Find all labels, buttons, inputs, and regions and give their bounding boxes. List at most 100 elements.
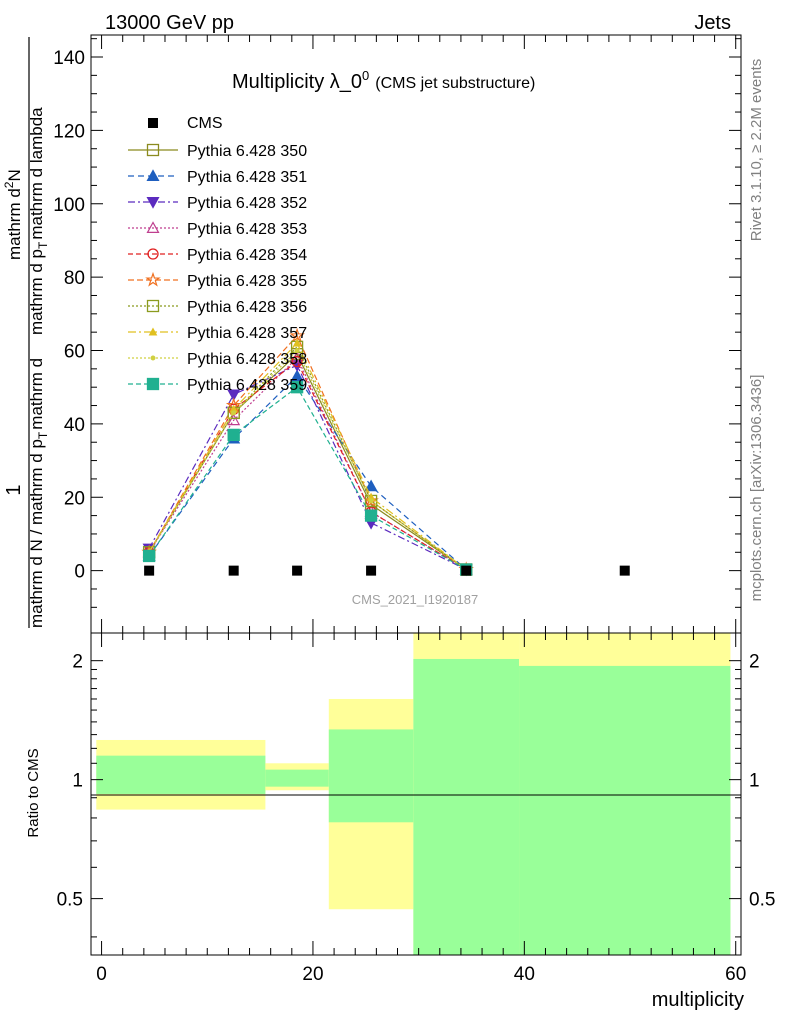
ratio-tick-label-right-2: 2 [749, 652, 760, 673]
cms-point-5 [619, 565, 630, 576]
cms-point-0 [144, 565, 155, 576]
legend-label-8: Pythia 6.428 358 [187, 351, 307, 368]
series-8-point-2 [294, 348, 300, 354]
legend-marker-4 [147, 248, 159, 260]
legend-label-9: Pythia 6.428 359 [187, 377, 307, 394]
legend-marker-9-shape [146, 377, 160, 391]
series-1-point-3 [364, 479, 378, 492]
series-9-point-3 [364, 509, 378, 522]
y-tick-label-4: 80 [64, 268, 85, 289]
ylabel-denominator-top: mathrm d N / mathrm d pTmathrm d [27, 358, 50, 628]
legend-marker-0 [146, 143, 160, 157]
ratio-ylabel: Ratio to CMS [25, 748, 42, 837]
ratio-panel: 0.5 0.5 1 1 2 2 Ratio to CMS 0 20 40 60 multipli… [25, 632, 775, 1011]
series-9-point-0-shape [142, 549, 156, 563]
series-7-point-2-shape [292, 338, 302, 347]
ylabel-den-top-tail: mathrm d [27, 358, 46, 430]
legend-cms-marker [148, 118, 158, 128]
series-3-point-1-shape [227, 413, 241, 426]
x-tick-label-2: 40 [514, 964, 535, 985]
series-7-point-2 [292, 338, 302, 347]
cms-point-3 [366, 565, 377, 576]
ratio-tick-label-left-0: 0.5 [57, 890, 83, 911]
y-tick-label-1: 20 [64, 488, 85, 509]
ratio-tick-label-left-2: 2 [72, 652, 83, 673]
legend-cms-label: CMS [187, 115, 223, 132]
legend-marker-3 [146, 221, 160, 233]
series-line-2 [148, 364, 467, 571]
legend-marker-0-shape [146, 143, 160, 157]
rivet-label: Rivet 3.1.10, ≥ 2.2M events [748, 59, 765, 242]
ratio-tick-label-right-1: 1 [749, 771, 760, 792]
legend-marker-5 [145, 271, 161, 287]
series-9-point-0 [142, 549, 156, 563]
ylabel-one: 1 [3, 484, 25, 495]
series-5-point-2 [289, 327, 305, 343]
legend-marker-7-shape [148, 327, 158, 336]
legend-marker-5-shape [145, 271, 161, 287]
legend-label-1: Pythia 6.428 351 [187, 169, 307, 186]
ylabel-num-sup: 2 [2, 181, 16, 188]
chart-title-sup: 0 [362, 68, 369, 83]
legend-marker-1 [146, 169, 160, 181]
y-tick-label-2: 40 [64, 415, 85, 436]
ratio-inner-band-3 [413, 658, 520, 955]
legend-marker-2-shape [146, 197, 160, 209]
legend-label-0: Pythia 6.428 350 [187, 143, 307, 160]
series-8-point-2-shape [294, 348, 300, 354]
ratio-inner-band-0 [96, 755, 266, 794]
ylabel-den-top-sub: T [36, 431, 50, 439]
series-1-point-2 [290, 369, 304, 382]
series-9-point-3-shape [364, 509, 378, 522]
series-1-point-2-shape [290, 369, 304, 382]
series-9-point-2-shape [290, 381, 304, 394]
ylabel-denominator: mathrm d pTmathrm d lambda [27, 107, 50, 335]
ylabel-den-top-main: mathrm d N / mathrm d p [27, 439, 46, 628]
ylabel-num-main: mathrm d [5, 188, 24, 260]
chart-title: Multiplicity λ_00 (CMS jet substructure) [232, 68, 535, 93]
legend-marker-6 [146, 299, 160, 313]
x-tick-label-1: 20 [302, 964, 323, 985]
legend-label-4: Pythia 6.428 354 [187, 247, 307, 264]
legend-marker-9 [146, 377, 160, 391]
series-9-point-1 [227, 428, 240, 442]
legend-marker-6-shape [146, 299, 160, 313]
ratio-inner-band-1 [265, 769, 329, 787]
ratio-inner-band-2 [328, 729, 414, 823]
ratio-axis-ticks: 0.5 0.5 1 1 2 2 [57, 652, 775, 938]
series-8-point-1 [231, 410, 237, 416]
chart-title-main: Multiplicity λ_0 [232, 71, 362, 93]
legend-label-5: Pythia 6.428 355 [187, 273, 307, 290]
legend-label-7: Pythia 6.428 357 [187, 325, 307, 342]
series-3-point-1 [227, 413, 241, 426]
ratio-bands-layer [96, 633, 731, 955]
ratio-tick-label-left-1: 1 [72, 771, 83, 792]
series-line-5 [148, 334, 467, 570]
x-tick-label-0: 0 [96, 964, 107, 985]
y-tick-label-0: 0 [74, 562, 85, 583]
y-tick-label-7: 140 [53, 48, 85, 69]
legend-marker-3-shape [146, 221, 160, 233]
series-8-point-3-shape [368, 498, 374, 504]
y-tick-label-5: 100 [53, 195, 85, 216]
cms-point-1 [228, 565, 239, 576]
legend-marker-2 [146, 197, 160, 209]
series-line-4 [148, 360, 467, 571]
ratio-tick-label-right-0: 0.5 [749, 890, 775, 911]
series-2-point-1-shape [227, 389, 241, 402]
legend: CMS Pythia 6.428 350 Pythia 6.428 351 Pythi… [128, 115, 307, 394]
collision-label: 13000 GeV pp [105, 12, 234, 34]
chart-title-suffix: (CMS jet substructure) [375, 75, 535, 92]
x-axis-ticks: 0 20 40 60 [96, 633, 746, 985]
series-8-point-3 [368, 498, 374, 504]
ylabel-num-tail: N [5, 169, 24, 181]
ratio-inner-band-4 [519, 665, 731, 955]
main-ylabel: 1 mathrm d N / mathrm d pTmathrm d mathr… [2, 37, 50, 628]
ylabel-den-sub: T [36, 241, 50, 249]
analysis-label: CMS_2021_I1920187 [352, 592, 479, 607]
series-5-point-2-shape [289, 327, 305, 343]
x-tick-label-3: 60 [725, 964, 746, 985]
legend-label-3: Pythia 6.428 353 [187, 221, 307, 238]
